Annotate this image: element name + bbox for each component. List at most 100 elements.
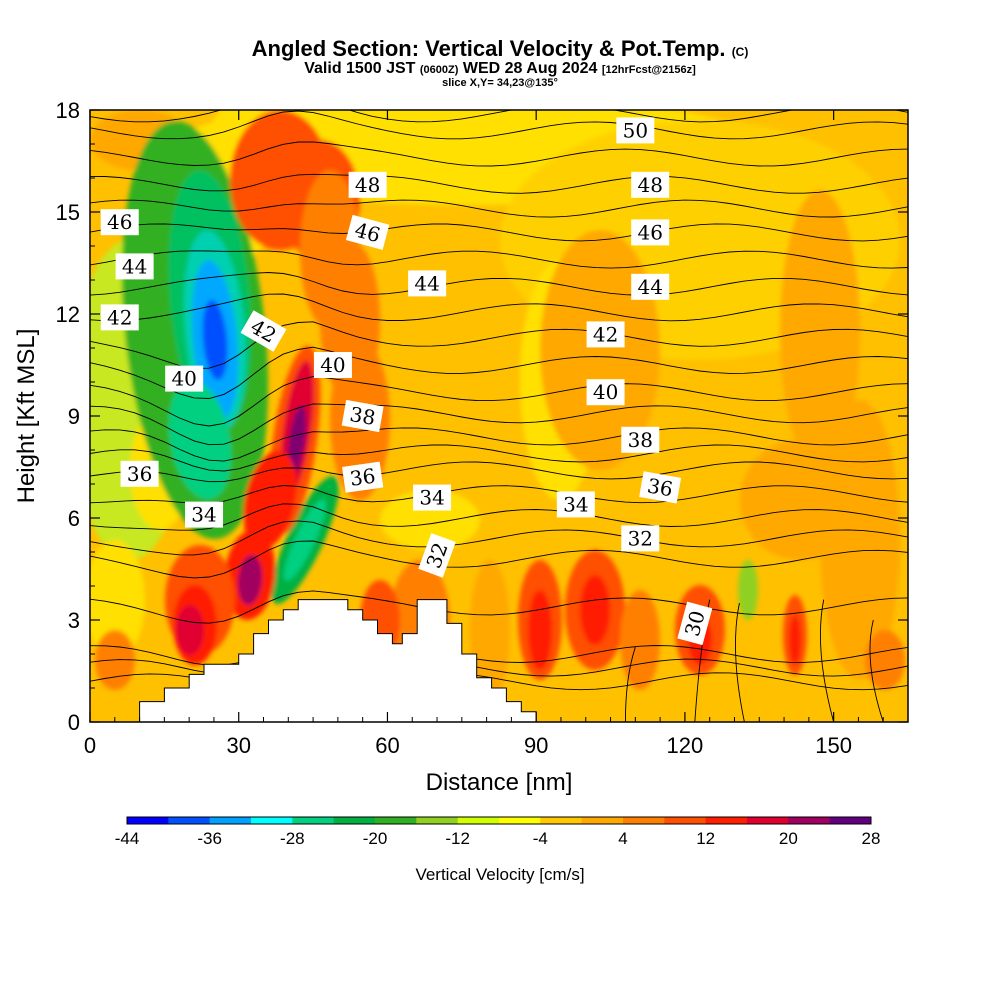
contour-label-box bbox=[418, 533, 456, 578]
contour-label-box bbox=[345, 214, 390, 250]
theta-contour bbox=[90, 444, 908, 472]
contour-label: 36 bbox=[639, 471, 682, 504]
contour-label-text: 50 bbox=[623, 118, 648, 142]
contour-label-box bbox=[677, 601, 713, 646]
contour-label-box bbox=[621, 426, 660, 453]
colorbar-swatch bbox=[292, 817, 335, 824]
contour-label-text: 46 bbox=[637, 220, 662, 244]
theta-contour bbox=[90, 110, 908, 140]
x-tick-label: 0 bbox=[84, 733, 96, 758]
colorbar-swatch bbox=[168, 817, 211, 824]
y-tick-label: 12 bbox=[56, 302, 80, 327]
y-tick-label: 15 bbox=[56, 200, 80, 225]
y-tick-label: 6 bbox=[68, 506, 80, 531]
colorbar-swatch bbox=[209, 817, 252, 824]
contour-label: 36 bbox=[342, 461, 384, 493]
contour-label-box bbox=[631, 171, 670, 198]
theta-contour bbox=[90, 321, 908, 369]
x-tick-label: 120 bbox=[667, 733, 704, 758]
contour-label-box bbox=[413, 484, 452, 511]
colorbar-tick-label: 4 bbox=[618, 829, 627, 848]
theta-contour bbox=[90, 590, 908, 624]
velocity-cell bbox=[470, 560, 510, 700]
x-axis-ticks: 0 30 60 90 120 150 bbox=[84, 110, 884, 758]
contour-label-text: 36 bbox=[646, 473, 675, 501]
x-tick-label: 30 bbox=[226, 733, 250, 758]
theta-contour bbox=[90, 272, 908, 296]
contour-label-text: 36 bbox=[348, 464, 377, 491]
x-tick-label: 150 bbox=[815, 733, 852, 758]
contour-label-text: 38 bbox=[628, 428, 653, 452]
contour-label: 44 bbox=[115, 253, 154, 280]
slice-info: slice X,Y= 34,23@135° bbox=[442, 77, 558, 89]
colorbar-swatch bbox=[705, 817, 748, 824]
contour-label-text: 34 bbox=[419, 486, 444, 510]
colorbar-swatch bbox=[540, 817, 583, 824]
velocity-cell bbox=[620, 590, 660, 690]
contour-label-box bbox=[639, 471, 682, 504]
colorbar-tick-label: -36 bbox=[197, 829, 222, 848]
colorbar-swatch bbox=[251, 817, 293, 824]
contour-label-box bbox=[240, 310, 287, 352]
contour-label-box bbox=[586, 379, 625, 406]
y-tick-label: 3 bbox=[68, 608, 80, 633]
valid-date: WED 28 Aug 2024 bbox=[462, 60, 598, 77]
chart-title-units: (C) bbox=[731, 45, 749, 59]
velocity-cell bbox=[780, 190, 860, 470]
theta-contour bbox=[90, 485, 908, 504]
velocity-cell bbox=[738, 560, 758, 620]
colorbar-swatch bbox=[333, 817, 376, 824]
colorbar-tick-label: 20 bbox=[779, 829, 798, 848]
colorbar-swatch bbox=[623, 817, 665, 824]
theta-contour bbox=[90, 199, 908, 218]
contour-label: 46 bbox=[631, 219, 670, 246]
contour-label: 30 bbox=[677, 601, 713, 646]
chart-title-text: Angled Section: Vertical Velocity & Pot.… bbox=[251, 36, 726, 61]
contour-label-text: 42 bbox=[107, 305, 132, 329]
contour-label: 36 bbox=[120, 460, 159, 487]
colorbar-tick-label: -44 bbox=[115, 829, 140, 848]
colorbar-frame bbox=[126, 816, 872, 825]
contour-label-text: 36 bbox=[127, 462, 152, 486]
contour-label-text: 32 bbox=[628, 526, 653, 550]
theta-contour bbox=[90, 110, 908, 123]
theta-contour bbox=[90, 346, 908, 399]
velocity-cell bbox=[176, 605, 204, 655]
colorbar-swatch bbox=[499, 817, 541, 824]
theta-contour bbox=[90, 250, 908, 269]
velocity-cell bbox=[789, 615, 801, 665]
y-axis-label: Height [Kft MSL] bbox=[13, 329, 40, 504]
contour-label-box bbox=[342, 461, 384, 493]
forecast-info: [12hrFcst@2156z] bbox=[601, 64, 696, 76]
contour-label: 34 bbox=[413, 484, 452, 511]
contour-label: 40 bbox=[313, 352, 352, 378]
colorbar-swatch bbox=[581, 817, 624, 824]
contour-label: 46 bbox=[345, 214, 390, 250]
velocity-cell bbox=[202, 300, 228, 380]
contour-label-text: 48 bbox=[355, 173, 380, 197]
colorbar-swatch bbox=[747, 817, 789, 824]
contour-label-text: 34 bbox=[191, 503, 216, 527]
velocity-cell bbox=[820, 400, 900, 680]
contour-label-box bbox=[120, 460, 159, 487]
colorbar-tick-label: -4 bbox=[533, 829, 548, 848]
contour-label-text: 40 bbox=[320, 353, 345, 377]
velocity-cell bbox=[580, 575, 610, 645]
contour-label: 44 bbox=[408, 270, 447, 297]
theta-contour bbox=[90, 173, 908, 194]
theta-contour bbox=[90, 520, 908, 556]
contour-label: 40 bbox=[586, 379, 625, 406]
contour-label-text: 48 bbox=[637, 173, 662, 197]
colorbar-swatch bbox=[829, 817, 872, 824]
contour-label: 42 bbox=[586, 321, 625, 348]
colorbar-tick-label: -20 bbox=[363, 829, 388, 848]
contour-label: 40 bbox=[165, 365, 204, 392]
contour-label-box bbox=[165, 365, 204, 392]
chart-subtitle: Valid 1500 JST (0600Z) WED 28 Aug 2024 [… bbox=[0, 60, 1000, 78]
colorbar-label: Vertical Velocity [cm/s] bbox=[415, 865, 584, 884]
contour-label-box bbox=[556, 491, 595, 518]
terrain-profile bbox=[90, 599, 908, 723]
contour-label-text: 34 bbox=[563, 492, 588, 516]
theta-contour bbox=[624, 647, 636, 722]
colorbar-swatch bbox=[375, 817, 417, 824]
